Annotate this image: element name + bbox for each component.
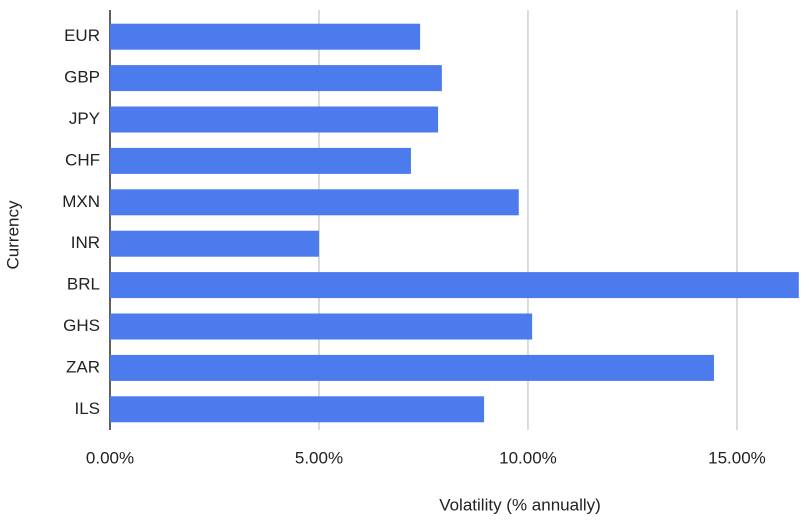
y-axis-title: Currency [3, 200, 22, 269]
bar [110, 147, 411, 174]
y-tick-label: GHS [63, 316, 100, 335]
x-tick-label: 10.00% [499, 448, 557, 467]
y-tick-label: JPY [69, 109, 100, 128]
bar [110, 65, 442, 92]
bar [110, 189, 519, 216]
bar [110, 313, 533, 340]
bar [110, 230, 319, 257]
y-tick-label: INR [71, 233, 100, 252]
bar [110, 106, 439, 133]
bar [110, 396, 485, 423]
bar [110, 354, 714, 381]
y-tick-label: EUR [64, 26, 100, 45]
x-tick-label: 5.00% [295, 448, 343, 467]
y-tick-label: ZAR [66, 357, 100, 376]
y-tick-label: MXN [62, 192, 100, 211]
x-axis-title: Volatility (% annually) [439, 495, 601, 514]
y-tick-label: GBP [64, 68, 100, 87]
y-tick-label: ILS [74, 399, 100, 418]
bar [110, 23, 421, 50]
y-tick-label: BRL [67, 275, 100, 294]
x-tick-label: 0.00% [86, 448, 134, 467]
y-tick-label: CHF [65, 150, 100, 169]
bar [110, 272, 799, 299]
x-tick-label: 15.00% [708, 448, 766, 467]
